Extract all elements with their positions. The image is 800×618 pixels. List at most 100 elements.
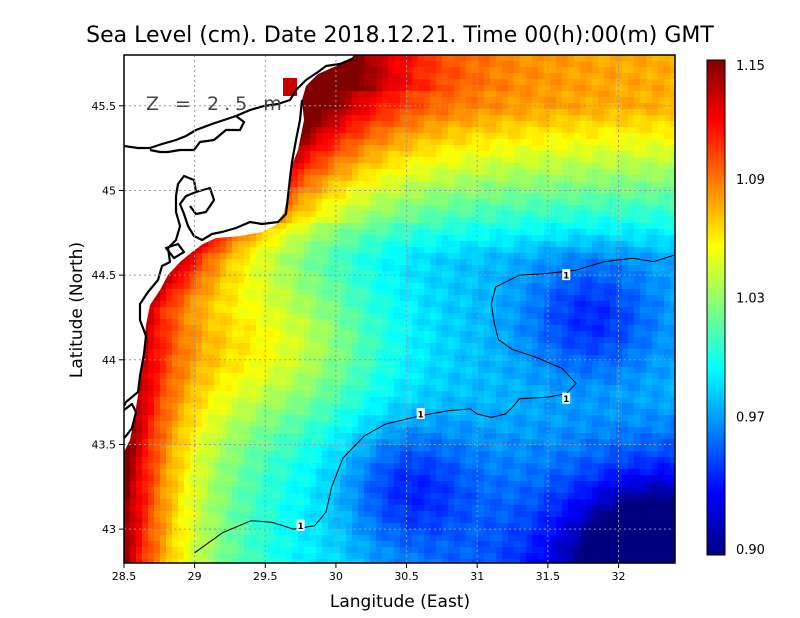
field-cell	[364, 439, 371, 446]
field-cell	[370, 139, 377, 146]
field-cell	[388, 73, 395, 80]
field-cell	[370, 241, 377, 248]
field-cell	[376, 475, 383, 482]
field-cell	[316, 97, 323, 104]
field-cell	[382, 157, 389, 164]
field-cell	[196, 493, 203, 500]
field-cell	[250, 337, 257, 344]
field-cell	[352, 463, 359, 470]
field-cell	[436, 385, 443, 392]
field-cell	[424, 403, 431, 410]
field-cell	[358, 421, 365, 428]
field-cell	[358, 427, 365, 434]
field-cell	[340, 331, 347, 338]
field-cell	[274, 439, 281, 446]
field-cell	[310, 103, 317, 110]
field-cell	[466, 199, 473, 206]
field-cell	[340, 451, 347, 458]
field-cell	[178, 331, 185, 338]
field-cell	[298, 445, 305, 452]
field-cell	[376, 469, 383, 476]
field-cell	[256, 319, 263, 326]
field-cell	[316, 301, 323, 308]
field-cell	[412, 139, 419, 146]
field-cell	[406, 487, 413, 494]
field-cell	[436, 391, 443, 398]
field-cell	[400, 313, 407, 320]
field-cell	[244, 259, 251, 266]
field-cell	[448, 103, 455, 110]
field-cell	[196, 559, 203, 563]
field-cell	[370, 211, 377, 218]
field-cell	[472, 175, 479, 182]
field-cell	[454, 181, 461, 188]
field-cell	[328, 547, 335, 554]
field-cell	[328, 529, 335, 536]
field-cell	[418, 67, 425, 74]
field-cell	[136, 481, 143, 488]
field-cell	[460, 259, 467, 266]
field-cell	[148, 553, 155, 560]
field-cell	[388, 97, 395, 104]
field-cell	[358, 433, 365, 440]
field-cell	[376, 151, 383, 158]
field-cell	[418, 193, 425, 200]
field-cell	[262, 289, 269, 296]
field-cell	[136, 523, 143, 530]
field-cell	[346, 217, 353, 224]
field-cell	[226, 553, 233, 560]
field-cell	[202, 559, 209, 563]
field-cell	[220, 247, 227, 254]
field-cell	[370, 121, 377, 128]
field-cell	[370, 397, 377, 404]
field-cell	[382, 349, 389, 356]
field-cell	[472, 391, 479, 398]
field-cell	[442, 265, 449, 272]
field-cell	[400, 385, 407, 392]
field-cell	[334, 445, 341, 452]
field-cell	[370, 349, 377, 356]
field-cell	[472, 337, 479, 344]
field-cell	[238, 457, 245, 464]
field-cell	[280, 451, 287, 458]
field-cell	[424, 553, 431, 560]
field-cell	[352, 559, 359, 563]
field-cell	[274, 451, 281, 458]
field-cell	[370, 499, 377, 506]
field-cell	[136, 499, 143, 506]
field-cell	[310, 313, 317, 320]
field-cell	[328, 439, 335, 446]
field-cell	[346, 169, 353, 176]
field-cell	[160, 331, 167, 338]
field-cell	[268, 475, 275, 482]
field-cell	[406, 523, 413, 530]
field-cell	[346, 379, 353, 386]
field-cell	[424, 367, 431, 374]
field-cell	[370, 163, 377, 170]
field-cell	[154, 403, 161, 410]
field-cell	[250, 367, 257, 374]
field-cell	[226, 475, 233, 482]
field-cell	[448, 325, 455, 332]
field-cell	[388, 235, 395, 242]
field-cell	[250, 403, 257, 410]
field-cell	[292, 511, 299, 518]
field-cell	[430, 559, 437, 563]
field-cell	[310, 289, 317, 296]
field-cell	[280, 559, 287, 563]
field-cell	[286, 217, 293, 224]
field-cell	[424, 319, 431, 326]
field-cell	[430, 145, 437, 152]
field-cell	[448, 73, 455, 80]
field-cell	[256, 439, 263, 446]
field-cell	[376, 547, 383, 554]
field-cell	[400, 73, 407, 80]
field-cell	[424, 397, 431, 404]
field-cell	[394, 457, 401, 464]
field-cell	[352, 553, 359, 560]
field-cell	[160, 469, 167, 476]
field-cell	[376, 493, 383, 500]
field-cell	[442, 439, 449, 446]
field-cell	[178, 415, 185, 422]
field-cell	[214, 541, 221, 548]
